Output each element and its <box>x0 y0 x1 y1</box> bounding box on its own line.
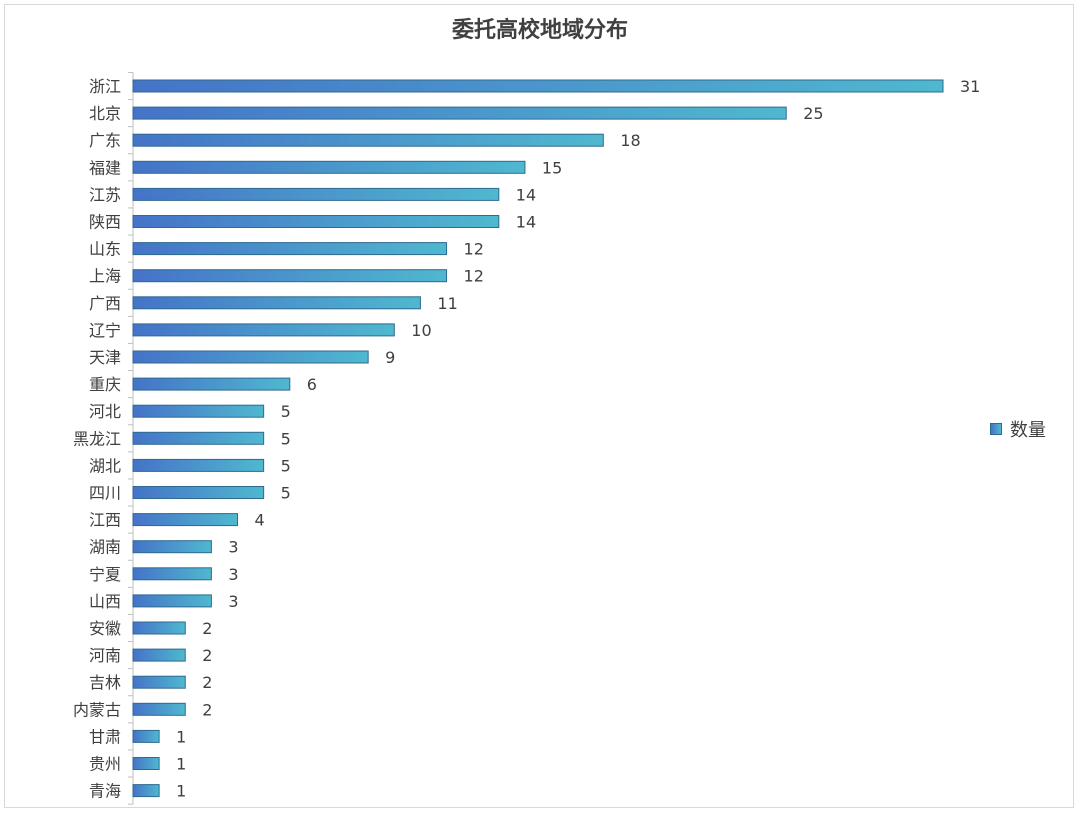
bar-陕西 <box>132 215 500 228</box>
category-label: 河北 <box>89 402 121 421</box>
value-label: 5 <box>281 402 291 421</box>
bar-甘肃 <box>132 729 160 743</box>
value-label: 31 <box>960 77 980 96</box>
category-label: 贵州 <box>89 755 121 774</box>
category-label: 山东 <box>89 240 121 259</box>
category-label: 河南 <box>89 646 121 665</box>
bar-贵州 <box>132 757 160 770</box>
bar-四川 <box>132 486 265 499</box>
category-label: 北京 <box>89 104 121 123</box>
legend: 数量 <box>990 416 1046 442</box>
bar-安徽 <box>132 621 186 635</box>
value-label: 1 <box>176 782 186 801</box>
category-label: 甘肃 <box>89 727 121 746</box>
bar-北京 <box>132 106 787 120</box>
category-label: 青海 <box>89 782 121 801</box>
bar-辽宁 <box>132 323 395 337</box>
category-label: 吉林 <box>89 673 121 692</box>
category-label: 湖北 <box>89 456 121 475</box>
category-label: 浙江 <box>89 77 121 96</box>
category-label: 上海 <box>89 267 121 286</box>
bar-河南 <box>132 648 186 662</box>
bar-江苏 <box>132 187 500 201</box>
value-label: 14 <box>516 213 536 232</box>
category-label: 山西 <box>89 592 121 611</box>
value-label: 12 <box>464 240 484 259</box>
value-label: 9 <box>385 348 395 367</box>
bar-湖南 <box>132 540 212 554</box>
category-label: 福建 <box>89 158 121 177</box>
category-label: 湖南 <box>89 538 121 557</box>
category-label: 天津 <box>89 348 121 367</box>
chart-title: 委托高校地域分布 <box>451 18 628 43</box>
value-label: 4 <box>255 511 265 530</box>
bar-山东 <box>132 242 448 256</box>
category-label: 广西 <box>89 294 121 313</box>
value-label: 2 <box>202 619 212 638</box>
value-label: 1 <box>176 727 186 746</box>
category-label: 黑龙江 <box>73 429 121 448</box>
value-label: 2 <box>202 646 212 665</box>
legend-swatch <box>990 423 1002 435</box>
legend-label: 数量 <box>1010 420 1046 441</box>
value-label: 1 <box>176 755 186 774</box>
bar-内蒙古 <box>132 702 186 716</box>
value-label: 25 <box>803 104 823 123</box>
value-label: 5 <box>281 456 291 475</box>
value-label: 15 <box>542 158 562 177</box>
value-label: 14 <box>516 185 536 204</box>
category-label: 四川 <box>89 484 121 503</box>
category-label: 广东 <box>89 131 121 150</box>
bar-山西 <box>132 594 212 608</box>
bar-宁夏 <box>132 567 212 581</box>
value-label: 3 <box>228 565 238 584</box>
category-label: 陕西 <box>89 213 121 232</box>
category-label: 宁夏 <box>89 565 121 584</box>
category-label: 重庆 <box>89 375 121 394</box>
value-label: 10 <box>411 321 431 340</box>
bar-青海 <box>132 784 160 798</box>
value-label: 6 <box>307 375 317 394</box>
value-label: 12 <box>464 267 484 286</box>
bar-广东 <box>132 133 604 147</box>
value-label: 3 <box>228 592 238 611</box>
bar-福建 <box>132 160 526 174</box>
category-label: 江西 <box>89 511 121 530</box>
bar-吉林 <box>132 675 186 689</box>
category-label: 辽宁 <box>89 321 121 340</box>
bar-河北 <box>132 404 265 418</box>
category-label: 内蒙古 <box>73 700 121 719</box>
bar-重庆 <box>132 377 291 391</box>
category-label: 江苏 <box>89 185 121 204</box>
value-label: 5 <box>281 484 291 503</box>
bar-黑龙江 <box>132 431 265 445</box>
bar-广西 <box>132 296 421 310</box>
value-label: 11 <box>437 294 457 313</box>
bar-上海 <box>132 269 448 283</box>
bar-湖北 <box>132 458 265 472</box>
value-label: 3 <box>228 538 238 557</box>
bar-天津 <box>132 350 369 364</box>
bar-江西 <box>132 513 239 527</box>
value-label: 2 <box>202 700 212 719</box>
category-label: 安徽 <box>89 619 121 638</box>
bar-浙江 <box>132 79 944 93</box>
value-label: 5 <box>281 429 291 448</box>
value-label: 18 <box>620 131 640 150</box>
value-label: 2 <box>202 673 212 692</box>
